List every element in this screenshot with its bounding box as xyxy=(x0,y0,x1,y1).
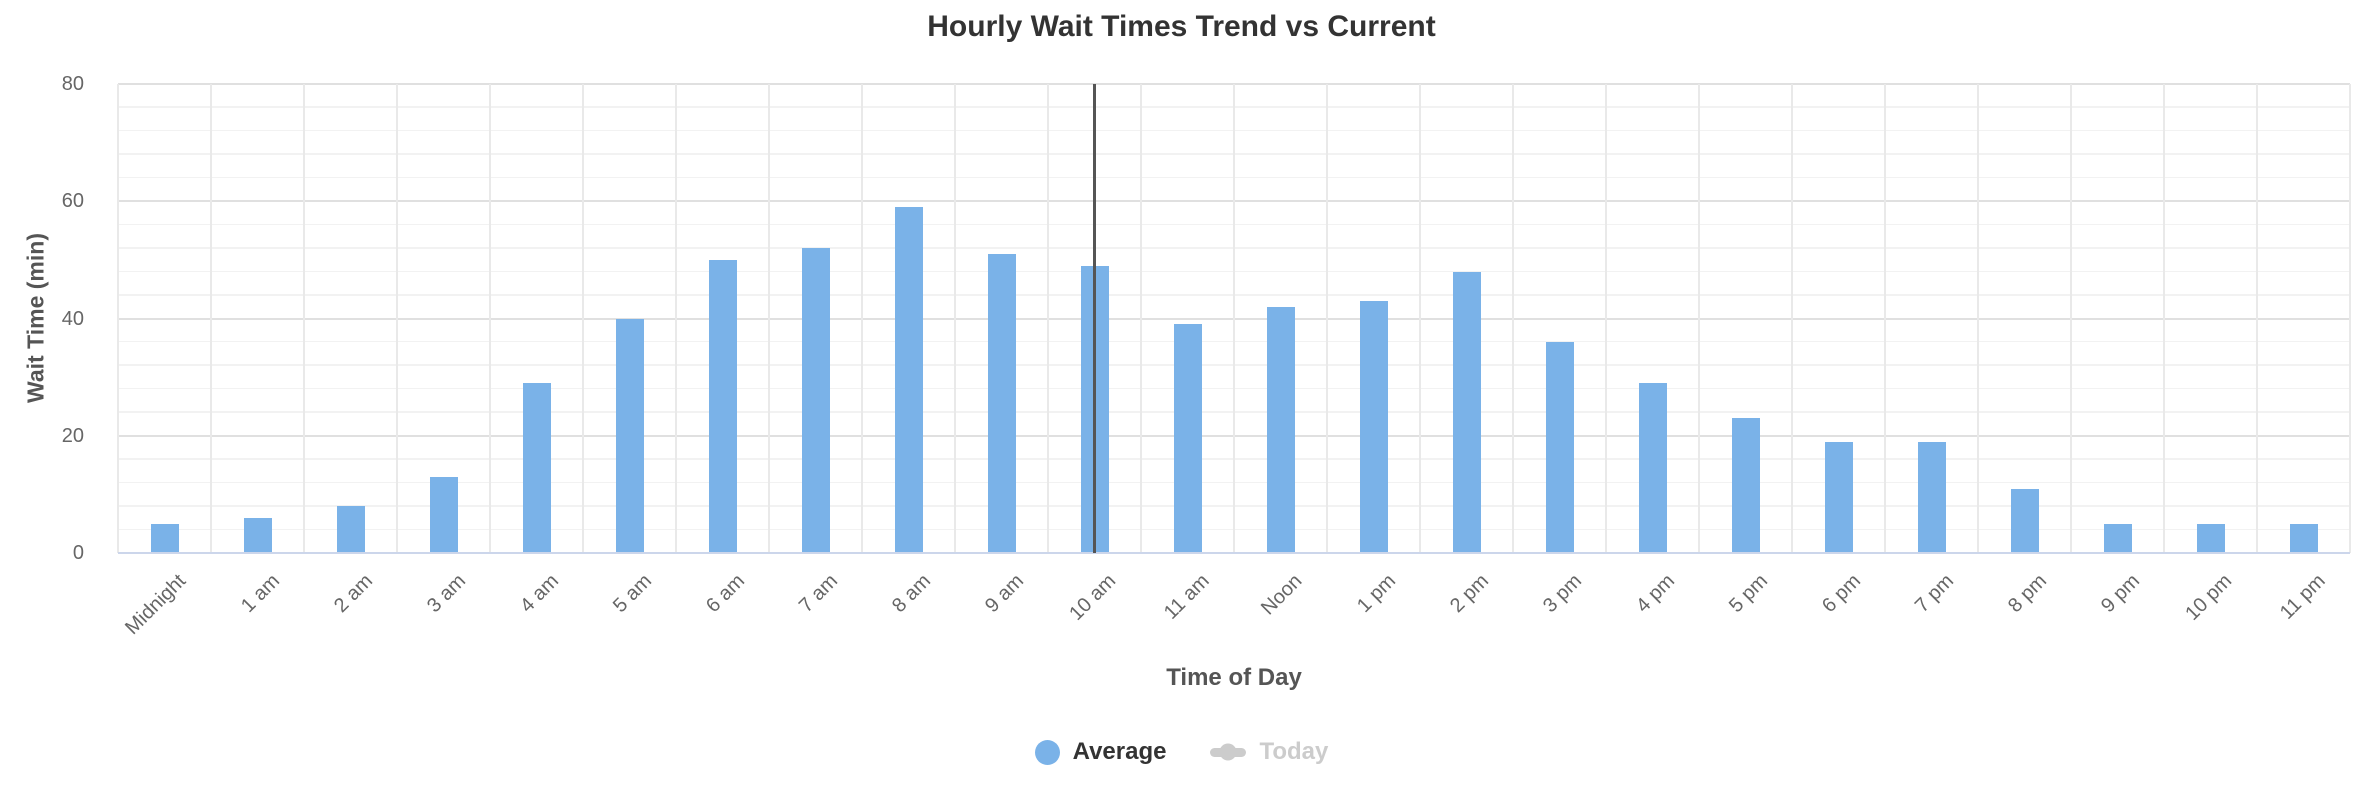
bar-8-pm[interactable] xyxy=(2010,488,2039,553)
x-axis-label: 4 pm xyxy=(1631,570,1679,618)
gridline-vertical xyxy=(489,84,491,553)
bar-1-am[interactable] xyxy=(243,517,272,553)
bar-6-am[interactable] xyxy=(708,259,737,553)
x-axis-label: Midnight xyxy=(120,570,190,640)
x-axis-label: 2 pm xyxy=(1445,570,1493,618)
plot-area xyxy=(117,83,2351,554)
bar-5-pm[interactable] xyxy=(1731,418,1760,553)
x-axis-label: 5 pm xyxy=(1724,570,1772,618)
gridline-vertical xyxy=(1884,84,1886,553)
legend-item-average[interactable]: Average xyxy=(1034,738,1167,766)
gridline-vertical xyxy=(1047,84,1049,553)
x-axis-label: 8 pm xyxy=(2003,570,2051,618)
gridline-vertical xyxy=(954,84,956,553)
legend-label-average: Average xyxy=(1072,738,1167,765)
bar-7-pm[interactable] xyxy=(1917,441,1946,553)
x-axis-label: 3 am xyxy=(422,570,470,618)
bar-9-am[interactable] xyxy=(987,254,1016,553)
bar-6-pm[interactable] xyxy=(1824,441,1853,553)
bar-midnight[interactable] xyxy=(150,523,179,553)
gridline-vertical xyxy=(1140,84,1142,553)
x-axis-label: 7 am xyxy=(794,570,842,618)
legend-label-today: Today xyxy=(1259,738,1329,765)
gridline-vertical xyxy=(2163,84,2165,553)
gridline-vertical xyxy=(582,84,584,553)
gridline-vertical xyxy=(1791,84,1793,553)
bar-8-am[interactable] xyxy=(894,207,923,553)
gridline-vertical xyxy=(2256,84,2258,553)
x-axis-label: 8 am xyxy=(887,570,935,618)
gridline-vertical xyxy=(2349,84,2351,553)
gridline-vertical xyxy=(396,84,398,553)
y-axis-tick-label: 40 xyxy=(61,307,84,330)
bar-2-pm[interactable] xyxy=(1452,271,1481,553)
y-axis-tick-label: 0 xyxy=(72,542,84,564)
y-axis-tick-label: 80 xyxy=(61,73,84,95)
bar-4-am[interactable] xyxy=(522,382,551,553)
x-axis-label: 7 pm xyxy=(1910,570,1958,618)
legend: Average Today xyxy=(0,738,2363,766)
gridline-vertical xyxy=(303,84,305,553)
x-axis-line xyxy=(118,551,2350,554)
x-axis-label: 4 am xyxy=(515,570,563,618)
gridline-vertical xyxy=(210,84,212,553)
gridline-vertical xyxy=(1698,84,1700,553)
x-axis-label: 6 am xyxy=(701,570,749,618)
legend-item-today[interactable]: Today xyxy=(1210,738,1328,766)
y-axis-tick-label: 60 xyxy=(61,190,84,213)
gridline-vertical xyxy=(1605,84,1607,553)
gridline-vertical xyxy=(1326,84,1328,553)
gridline-vertical xyxy=(1233,84,1235,553)
x-axis-label: 10 pm xyxy=(2180,570,2236,625)
gridline-vertical xyxy=(1512,84,1514,553)
average-series-marker-icon xyxy=(1034,739,1060,765)
x-axis-label: 1 pm xyxy=(1352,570,1400,618)
bar-10-pm[interactable] xyxy=(2196,523,2225,553)
chart-title: Hourly Wait Times Trend vs Current xyxy=(927,10,1436,43)
y-axis-tick-label: 20 xyxy=(61,424,84,447)
bar-3-pm[interactable] xyxy=(1545,341,1574,553)
x-axis-title: Time of Day xyxy=(1166,664,1302,691)
x-axis-label: 1 am xyxy=(236,570,284,618)
x-axis-label: 6 pm xyxy=(1817,570,1865,618)
x-axis-label: 5 am xyxy=(608,570,656,618)
bar-5-am[interactable] xyxy=(615,318,644,553)
x-axis-label: 3 pm xyxy=(1538,570,1586,618)
today-series-marker-icon xyxy=(1210,743,1247,761)
gridline-vertical xyxy=(1419,84,1421,553)
gridline-vertical xyxy=(675,84,677,553)
bar-9-pm[interactable] xyxy=(2103,523,2132,553)
x-axis-label: 10 am xyxy=(1064,570,1120,625)
gridline-vertical xyxy=(1977,84,1979,553)
bar-11-am[interactable] xyxy=(1173,324,1202,553)
x-axis-label: 9 am xyxy=(980,570,1028,618)
gridline-vertical xyxy=(2070,84,2072,553)
bar-7-am[interactable] xyxy=(801,248,830,553)
current-time-line xyxy=(1093,84,1096,553)
bar-2-am[interactable] xyxy=(336,506,365,553)
x-axis-label: 9 pm xyxy=(2096,570,2144,618)
x-axis-label: 2 am xyxy=(329,570,377,618)
bar-1-pm[interactable] xyxy=(1359,300,1388,553)
x-axis-label: Noon xyxy=(1256,570,1306,620)
gridline-vertical xyxy=(117,84,119,553)
bar-4-pm[interactable] xyxy=(1638,382,1667,553)
x-axis-label: 11 am xyxy=(1159,570,1214,624)
bar-noon[interactable] xyxy=(1266,306,1295,553)
gridline-vertical xyxy=(768,84,770,553)
bar-3-am[interactable] xyxy=(429,476,458,553)
gridline-vertical xyxy=(861,84,863,553)
bar-11-pm[interactable] xyxy=(2289,523,2318,553)
x-axis-label: 11 pm xyxy=(2275,570,2330,624)
